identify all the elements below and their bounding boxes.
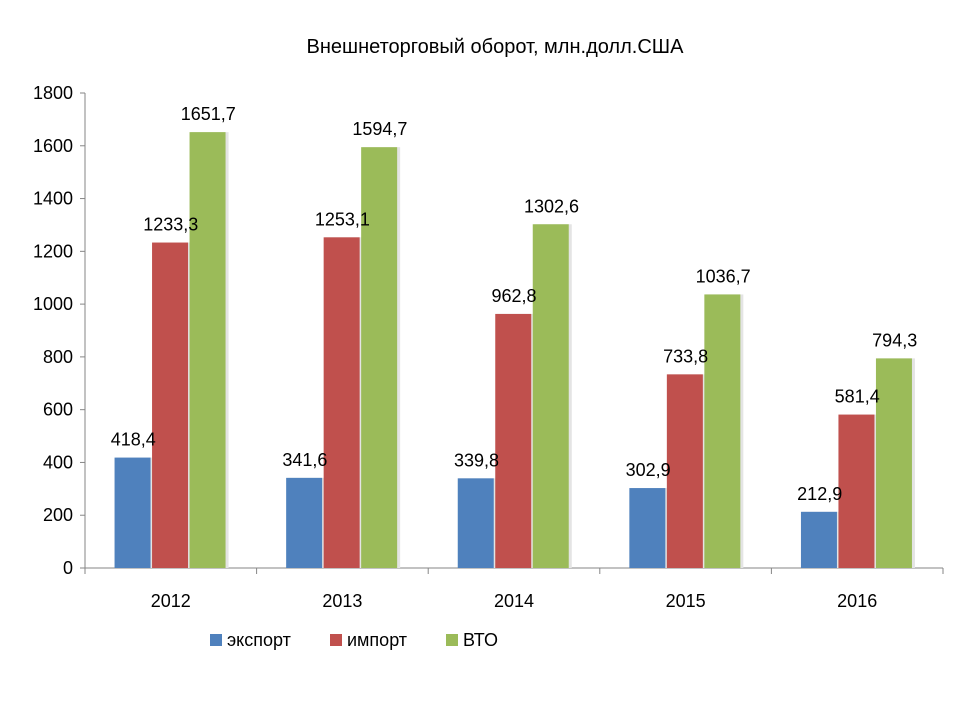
y-tick-label: 200 bbox=[43, 505, 73, 525]
data-label: 1302,6 bbox=[524, 196, 579, 216]
legend-item: экспорт bbox=[210, 630, 291, 650]
data-label: 339,8 bbox=[454, 450, 499, 470]
legend-label: импорт bbox=[347, 630, 407, 650]
bar-ВТО bbox=[875, 358, 912, 568]
x-axis: 2012 2013 2014 2015 2016 bbox=[84, 567, 944, 611]
y-tick-label: 400 bbox=[43, 452, 73, 472]
data-label: 212,9 bbox=[797, 484, 842, 504]
data-label: 581,4 bbox=[835, 387, 880, 407]
bar-импорт bbox=[495, 313, 532, 568]
data-label: 418,4 bbox=[111, 430, 156, 450]
legend: экспорт импорт ВТО bbox=[210, 630, 498, 650]
legend-label: ВТО bbox=[463, 630, 498, 650]
bar-импорт bbox=[838, 414, 875, 568]
data-label: 733,8 bbox=[663, 346, 708, 366]
y-tick-label: 800 bbox=[43, 347, 73, 367]
y-tick-label: 0 bbox=[63, 558, 73, 578]
bar-экспорт bbox=[629, 488, 666, 568]
data-label: 962,8 bbox=[491, 286, 536, 306]
y-tick-label: 1000 bbox=[33, 294, 73, 314]
bar-экспорт bbox=[114, 457, 151, 568]
data-label: 1651,7 bbox=[181, 104, 236, 124]
bar-ВТО bbox=[704, 294, 741, 568]
data-label: 1036,7 bbox=[696, 266, 751, 286]
data-label: 1594,7 bbox=[352, 119, 407, 139]
y-tick-label: 1400 bbox=[33, 189, 73, 209]
legend-swatch bbox=[446, 634, 458, 646]
x-tick-label: 2015 bbox=[666, 591, 706, 611]
x-tick-label: 2014 bbox=[494, 591, 534, 611]
data-label: 1253,1 bbox=[315, 209, 370, 229]
legend-swatch bbox=[330, 634, 342, 646]
bar-импорт bbox=[666, 374, 703, 568]
data-label: 302,9 bbox=[626, 460, 671, 480]
chart-title: Внешнеторговый оборот, млн.долл.США bbox=[307, 36, 685, 58]
bar-ВТО bbox=[361, 147, 398, 568]
legend-item: ВТО bbox=[446, 630, 498, 650]
y-tick-label: 1200 bbox=[33, 241, 73, 261]
bar-ВТО bbox=[189, 132, 226, 569]
legend-label: экспорт bbox=[227, 630, 291, 650]
bar-экспорт bbox=[800, 511, 837, 568]
data-label: 1233,3 bbox=[143, 215, 198, 235]
x-tick-label: 2012 bbox=[151, 591, 191, 611]
y-tick-label: 1600 bbox=[33, 136, 73, 156]
data-label: 341,6 bbox=[282, 450, 327, 470]
data-label: 794,3 bbox=[872, 330, 917, 350]
legend-item: импорт bbox=[330, 630, 407, 650]
bar-экспорт bbox=[457, 478, 494, 568]
bars bbox=[114, 132, 915, 569]
y-axis: 0 200 400 600 800 1000 1200 1400 1600 1800 bbox=[33, 83, 86, 578]
data-labels: 418,4 341,6 339,8 302,9 212,9 1233,3 1253,1 962… bbox=[111, 104, 917, 504]
bar-импорт bbox=[152, 242, 189, 568]
bar-импорт bbox=[323, 237, 360, 568]
y-tick-label: 600 bbox=[43, 400, 73, 420]
bar-экспорт bbox=[286, 477, 323, 568]
x-tick-label: 2016 bbox=[837, 591, 877, 611]
x-tick-label: 2013 bbox=[322, 591, 362, 611]
legend-swatch bbox=[210, 634, 222, 646]
bar-ВТО bbox=[532, 224, 569, 568]
y-tick-label: 1800 bbox=[33, 83, 73, 103]
